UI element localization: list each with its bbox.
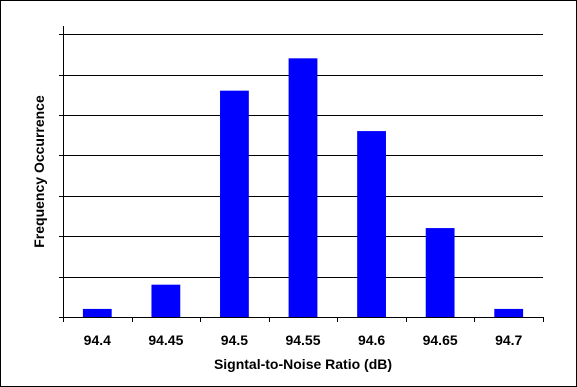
bar [288, 58, 318, 317]
x-tick-label: 94.65 [423, 332, 458, 348]
x-tick-label: 94.4 [84, 332, 111, 348]
x-tick-label: 94.7 [495, 332, 522, 348]
bar [494, 308, 524, 317]
bar [220, 90, 249, 317]
x-tick-labels: 94.4 94.45 94.5 94.55 94.6 94.65 94.7 [84, 332, 523, 348]
bar [151, 284, 181, 317]
x-tick-label: 94.45 [148, 332, 183, 348]
bar [82, 308, 112, 317]
x-tick-label: 94.5 [221, 332, 248, 348]
bars [82, 58, 524, 317]
x-tick-label: 94.55 [285, 332, 320, 348]
bar [357, 131, 386, 317]
bar [425, 228, 455, 317]
y-axis-title: Frequency Occurrence [31, 95, 47, 248]
x-axis-title: Signtal-to-Noise Ratio (dB) [214, 356, 392, 372]
axes [59, 26, 544, 322]
x-tick-label: 94.6 [358, 332, 385, 348]
